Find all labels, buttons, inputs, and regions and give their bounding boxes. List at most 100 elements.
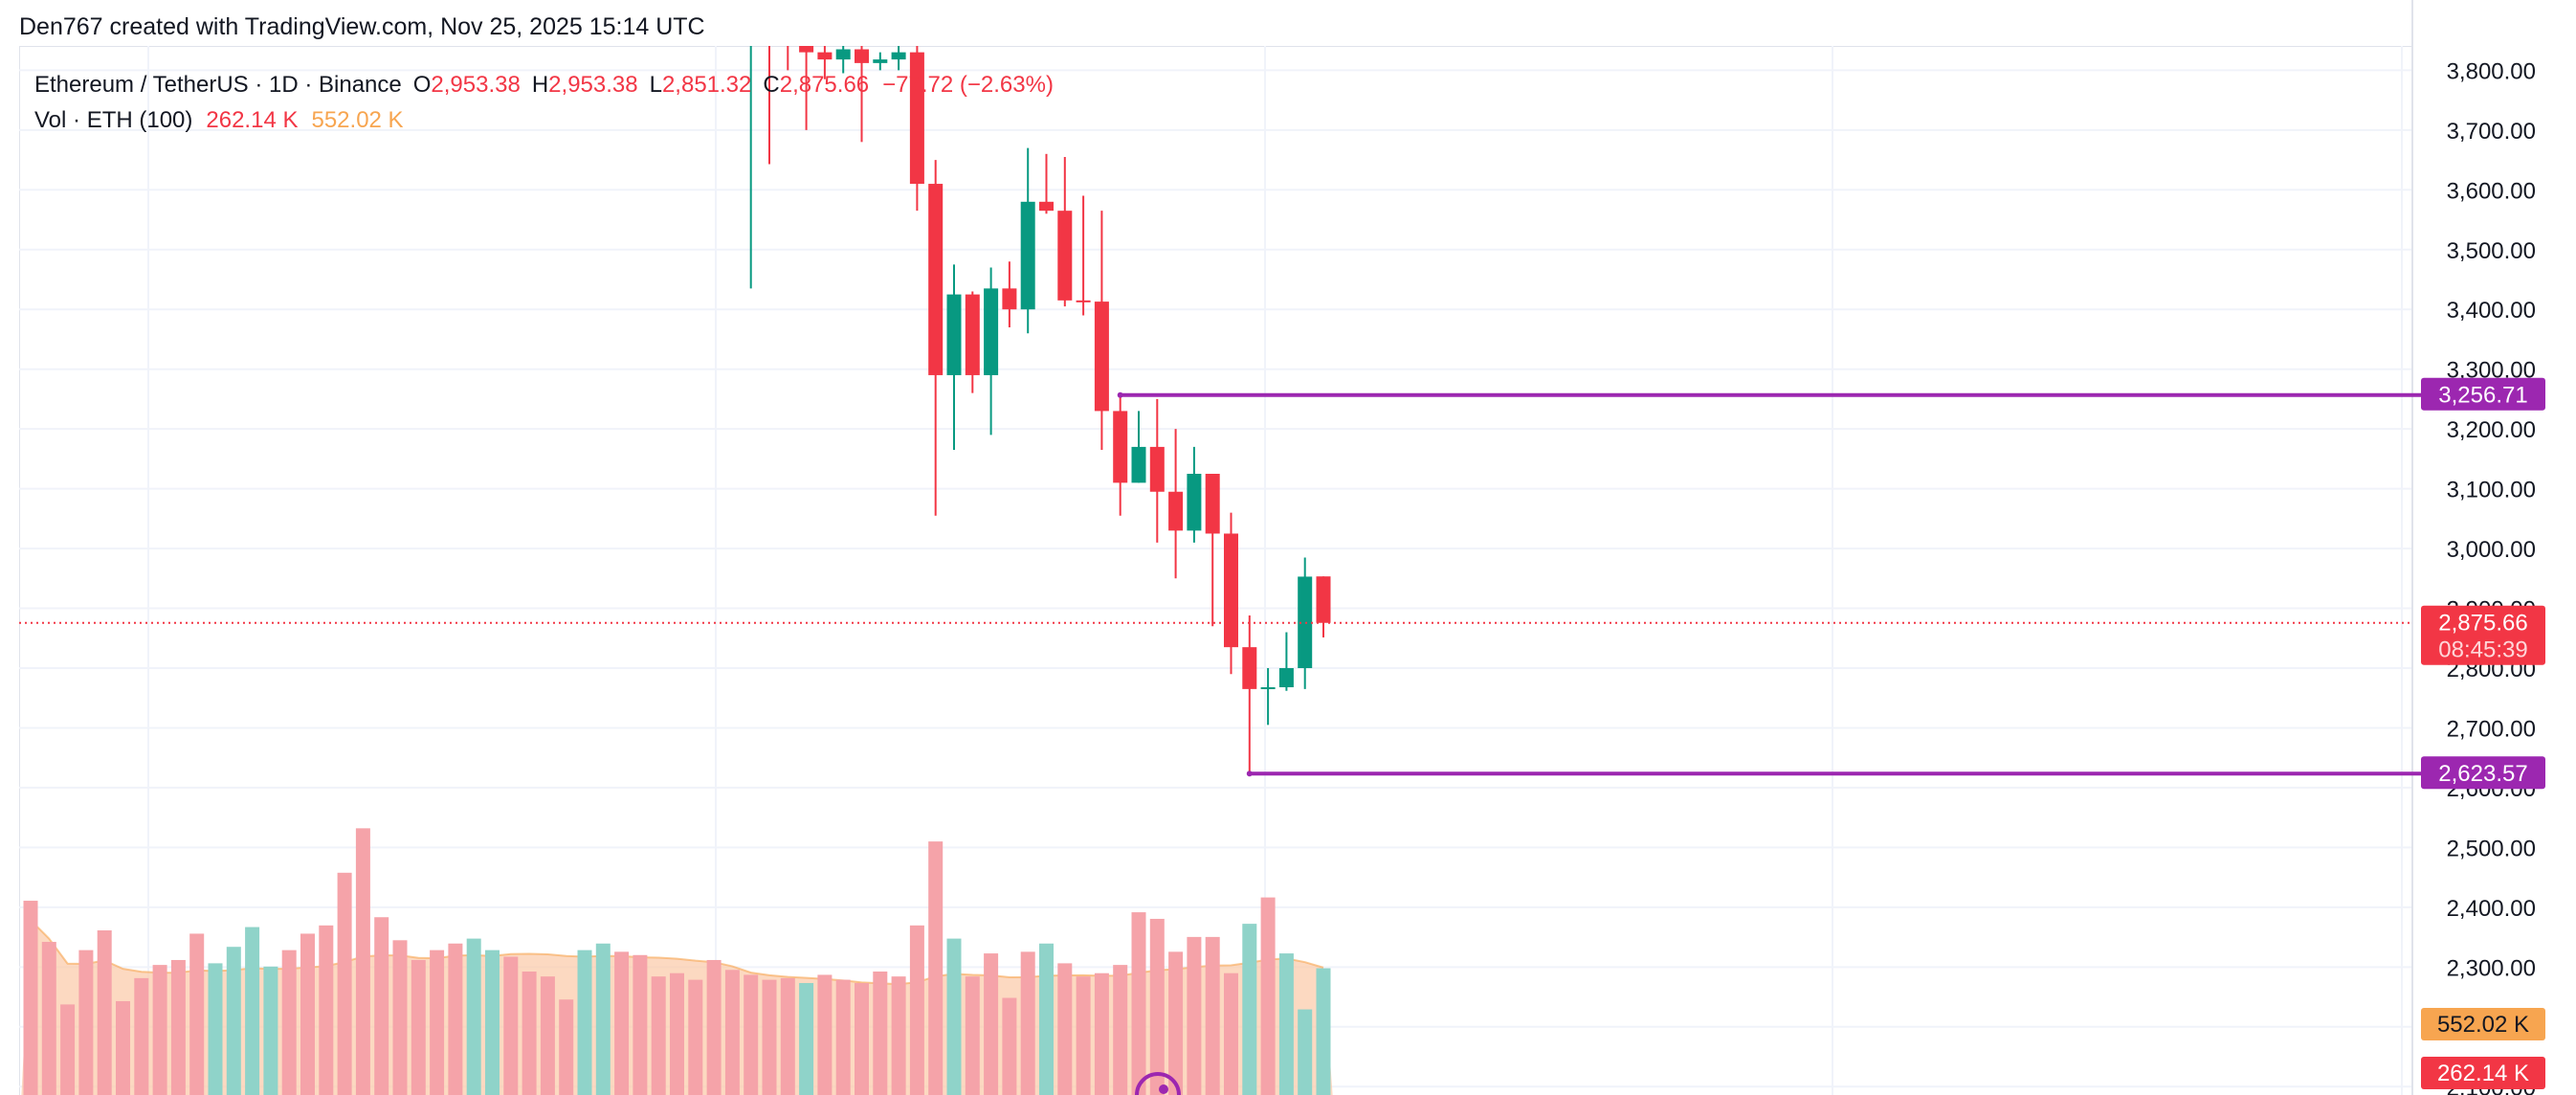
- volume-bar: [170, 959, 186, 1095]
- volume-bar: [835, 979, 851, 1095]
- volume-bar: [392, 940, 408, 1095]
- chart-pane[interactable]: [19, 46, 2411, 1095]
- volume-bar: [855, 983, 869, 1095]
- volume-bar: [984, 953, 999, 1095]
- volume-bar: [799, 983, 814, 1095]
- volume-bar: [466, 938, 481, 1095]
- volume-bar: [1039, 943, 1054, 1095]
- volume-indicator-label[interactable]: Vol · ETH (100): [34, 107, 193, 133]
- volume-bar: [41, 942, 56, 1095]
- volume-bar: [1113, 965, 1128, 1095]
- volume-bar: [319, 925, 334, 1095]
- change-value: −77.72 (−2.63%): [882, 72, 1054, 98]
- volume-bar: [1298, 1009, 1313, 1095]
- y-axis-tick-label: 3,400.00: [2447, 298, 2536, 324]
- high-value: 2,953.38: [548, 72, 638, 98]
- volume-bar: [374, 917, 389, 1095]
- symbol-name[interactable]: Ethereum / TetherUS · 1D · Binance: [34, 72, 402, 98]
- high-label: H: [531, 72, 549, 98]
- last-price-badge-bg: [2421, 605, 2545, 665]
- candle-body: [1298, 576, 1313, 669]
- volume-bar: [1187, 936, 1202, 1095]
- candle-body: [1205, 474, 1220, 534]
- volume-bar: [78, 950, 94, 1095]
- candle-body: [763, 0, 777, 40]
- volume-bar: [263, 966, 278, 1095]
- candle-body: [1260, 686, 1276, 689]
- volume-bar: [965, 976, 980, 1095]
- ohlc-legend-row: Ethereum / TetherUS · 1D · Binance O 2,95…: [34, 67, 1054, 102]
- candle-body: [984, 288, 999, 375]
- volume-ma-value: 552.02 K: [311, 107, 404, 133]
- volume-bar: [134, 977, 149, 1095]
- volume-bar: [1260, 897, 1276, 1095]
- volume-bar: [281, 950, 297, 1095]
- close-value: 2,875.66: [779, 72, 870, 98]
- volume-bar: [485, 950, 500, 1095]
- y-axis-tick-label: 3,800.00: [2447, 58, 2536, 84]
- volume-bar: [540, 976, 555, 1095]
- candle-body: [835, 49, 851, 60]
- volume-bar: [1002, 997, 1017, 1095]
- volume-axis-label: 262.14 K: [2437, 1061, 2529, 1086]
- volume-bar: [744, 974, 759, 1095]
- low-label: L: [649, 72, 662, 98]
- volume-bar: [411, 959, 426, 1095]
- volume-bar: [208, 963, 223, 1095]
- candle-body: [1242, 647, 1257, 689]
- level-anchor-point: [1117, 391, 1123, 398]
- volume-bar: [1076, 976, 1091, 1095]
- volume-bar: [1168, 951, 1184, 1095]
- volume-bar: [1316, 968, 1331, 1095]
- volume-bar: [1094, 972, 1109, 1095]
- volume-bar: [724, 970, 740, 1095]
- candle-body: [1113, 411, 1128, 483]
- candle-body: [928, 184, 944, 375]
- candle-body: [1187, 474, 1202, 531]
- volume-bar: [430, 950, 445, 1095]
- y-axis-tick-label: 2,700.00: [2447, 716, 2536, 742]
- volume-bar: [909, 925, 924, 1095]
- volume-bar: [928, 841, 944, 1095]
- level-anchor-point: [1246, 771, 1253, 777]
- volume-bar: [1131, 912, 1146, 1095]
- y-axis-tick-label: 3,200.00: [2447, 417, 2536, 443]
- volume-bar: [1242, 924, 1257, 1095]
- volume-bar: [355, 828, 370, 1095]
- bar-countdown-label: 08:45:39: [2438, 637, 2527, 663]
- y-axis-tick-label: 3,500.00: [2447, 238, 2536, 264]
- candle-body: [781, 40, 795, 43]
- y-axis-tick-label: 3,100.00: [2447, 478, 2536, 503]
- volume-bar: [688, 979, 703, 1095]
- candle-body: [1149, 446, 1165, 492]
- volume-bar: [189, 933, 205, 1095]
- volume-value: 262.14 K: [206, 107, 299, 133]
- y-axis-tick-label: 3,600.00: [2447, 178, 2536, 204]
- candle-body: [1020, 201, 1035, 310]
- volume-bar: [762, 979, 777, 1095]
- volume-bar: [946, 938, 962, 1095]
- candle-body: [1131, 446, 1146, 483]
- volume-bar: [577, 950, 592, 1095]
- volume-bar: [245, 927, 260, 1095]
- volume-ma-axis-label: 552.02 K: [2437, 1012, 2529, 1038]
- volume-bar: [1020, 951, 1035, 1095]
- volume-bar: [152, 965, 167, 1095]
- candle-body: [1076, 300, 1091, 302]
- volume-bar: [1278, 953, 1294, 1095]
- candle-body: [946, 294, 962, 375]
- volume-bar: [1205, 936, 1220, 1095]
- candle-body: [873, 59, 888, 63]
- volume-bar: [670, 972, 684, 1095]
- volume-bar: [706, 959, 722, 1095]
- volume-bar: [559, 999, 574, 1095]
- open-value: 2,953.38: [431, 72, 521, 98]
- chart-attribution: Den767 created with TradingView.com, Nov…: [19, 13, 705, 40]
- volume-bar: [633, 954, 648, 1095]
- last-price-label: 2,875.66: [2438, 611, 2527, 637]
- level-price-label-bg: [2421, 756, 2545, 790]
- level-price-label: 2,623.57: [2438, 761, 2527, 787]
- volume-bar: [891, 976, 906, 1095]
- open-label: O: [412, 72, 432, 98]
